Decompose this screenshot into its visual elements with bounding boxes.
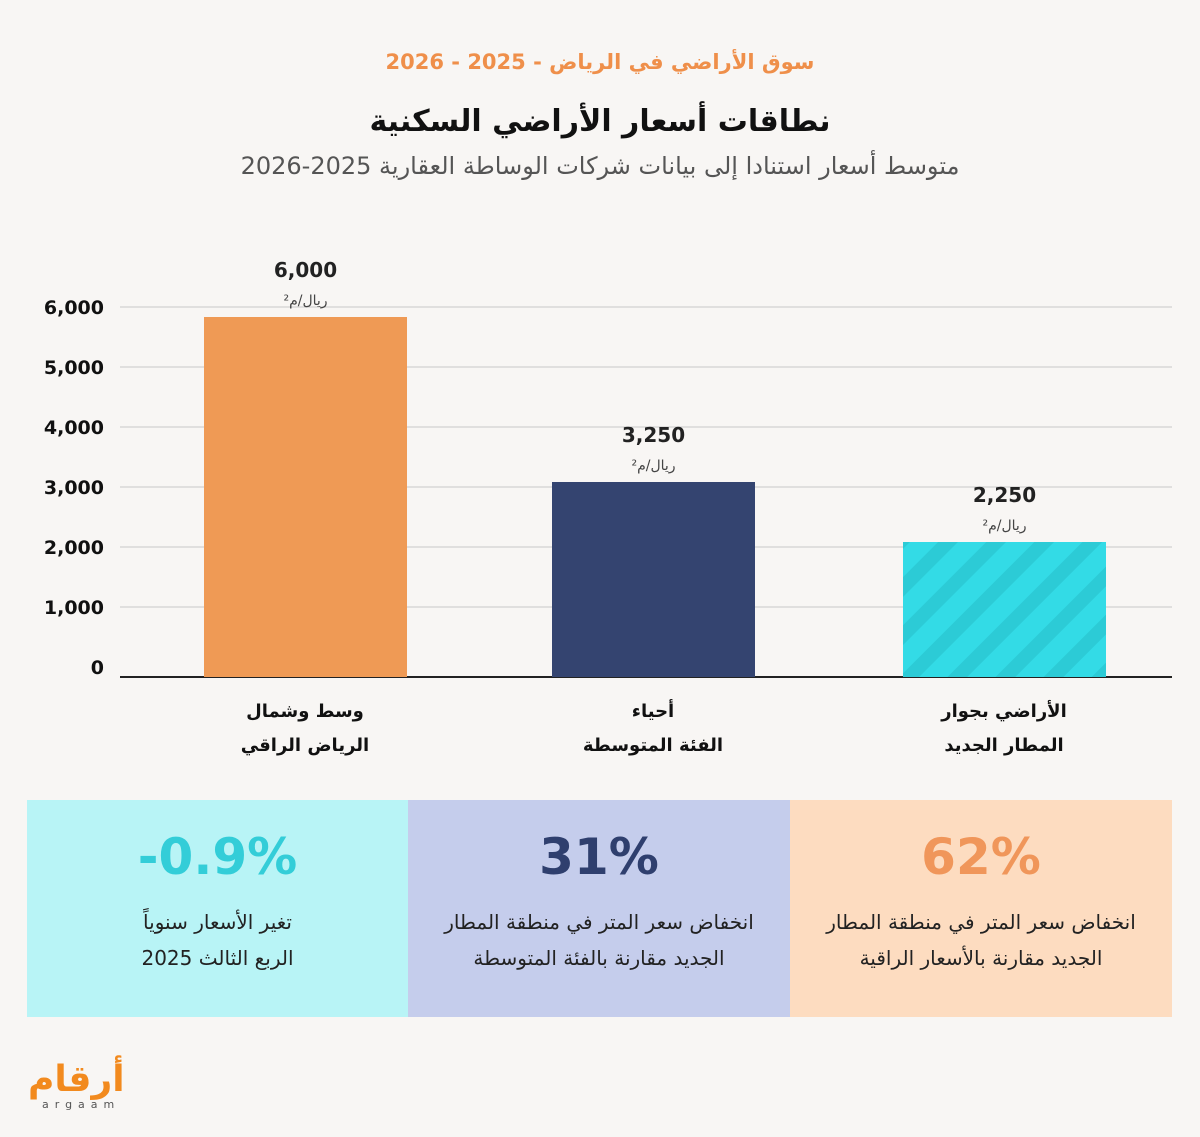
bar-unit-label: ريال/م² <box>283 293 327 309</box>
y-tick-label: 4,000 <box>44 417 104 439</box>
stat-description: تغير الأسعار سنوياً الربع الثالث 2025 <box>141 910 294 970</box>
bar <box>204 317 407 677</box>
stat-description: انخفاض سعر المتر في منطقة المطار الجديد م… <box>444 910 754 970</box>
argaam-logo: أرقام argaam <box>28 1059 125 1112</box>
stat-box-vs-premium: 62% انخفاض سعر المتر في منطقة المطار الجد… <box>790 800 1172 1017</box>
stat-value: 31% <box>539 828 659 886</box>
y-tick-label: 5,000 <box>44 357 104 379</box>
stat-box-vs-middle: 31% انخفاض سعر المتر في منطقة المطار الجد… <box>408 800 790 1017</box>
bar-value-label: 3,250 <box>622 423 685 447</box>
bar <box>552 482 755 677</box>
category-label-3: الأراضي بجوار المطار الجديد <box>941 701 1067 756</box>
category-label-1: وسط وشمال الرياض الراقي <box>240 701 370 756</box>
bar-unit-label: ريال/م² <box>982 518 1026 534</box>
kicker: سوق الأراضي في الرياض - 2025 - 2026 <box>385 50 815 74</box>
stat-box-price-change: -0.9% تغير الأسعار سنوياً الربع الثالث 20… <box>27 800 408 1017</box>
y-tick-label: 6,000 <box>44 297 104 319</box>
bar-chart: 0 1,000 2,000 3,000 4,000 5,000 6,000 6,000 ريال… <box>44 258 1172 679</box>
y-tick-label: 3,000 <box>44 477 104 499</box>
bar <box>903 542 1106 677</box>
category-label-2: أحياء الفئة المتوسطة <box>582 701 724 756</box>
bar-unit-label: ريال/م² <box>631 458 675 474</box>
chart-title: نطاقات أسعار الأراضي السكنية <box>369 104 831 139</box>
chart-subtitle: متوسط أسعار استنادا إلى بيانات شركات الو… <box>240 152 960 180</box>
bar-value-label: 6,000 <box>274 258 337 282</box>
y-tick-label: 1,000 <box>44 597 104 619</box>
bar-value-label: 2,250 <box>973 483 1036 507</box>
stat-value: 62% <box>921 828 1041 886</box>
stat-value: -0.9% <box>137 828 298 886</box>
stat-description: انخفاض سعر المتر في منطقة المطار الجديد م… <box>826 910 1136 970</box>
y-tick-label: 0 <box>91 657 104 679</box>
y-tick-label: 2,000 <box>44 537 104 559</box>
